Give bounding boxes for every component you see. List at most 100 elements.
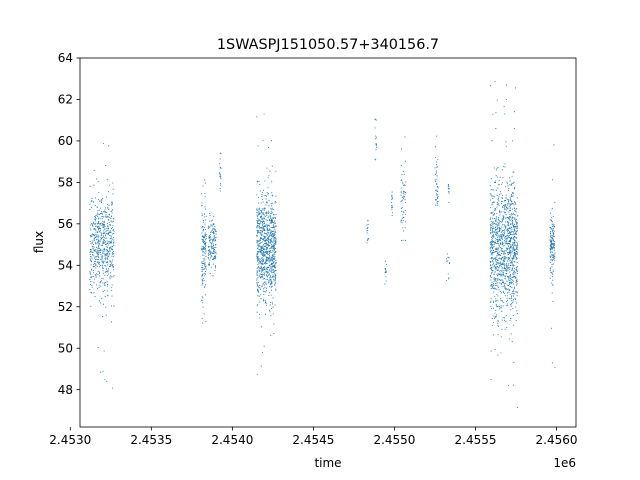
data-point bbox=[203, 240, 205, 242]
data-point bbox=[202, 273, 204, 275]
data-point bbox=[497, 279, 499, 281]
data-point bbox=[375, 135, 377, 137]
data-point bbox=[203, 280, 205, 282]
data-point bbox=[265, 291, 267, 293]
data-point bbox=[269, 257, 271, 259]
data-point bbox=[497, 202, 499, 204]
data-point bbox=[202, 219, 205, 221]
data-point bbox=[107, 244, 109, 246]
data-point bbox=[511, 230, 513, 233]
data-point bbox=[552, 257, 555, 259]
data-point bbox=[507, 260, 509, 262]
data-point bbox=[268, 220, 271, 222]
data-point bbox=[489, 302, 491, 304]
data-point bbox=[516, 252, 518, 254]
data-point bbox=[110, 275, 112, 277]
data-point bbox=[269, 216, 272, 218]
data-point bbox=[90, 206, 93, 208]
data-point bbox=[490, 247, 492, 249]
data-point bbox=[492, 260, 494, 262]
data-point bbox=[109, 231, 111, 234]
data-point bbox=[203, 275, 205, 277]
data-point bbox=[272, 236, 274, 238]
data-point bbox=[553, 244, 555, 246]
data-point bbox=[269, 234, 272, 236]
data-point bbox=[494, 229, 496, 231]
data-point bbox=[514, 293, 516, 295]
data-point bbox=[551, 266, 553, 268]
data-point bbox=[264, 262, 266, 265]
data-point bbox=[550, 234, 552, 236]
data-point bbox=[212, 219, 214, 221]
data-point bbox=[108, 208, 110, 211]
data-point bbox=[263, 113, 265, 115]
data-point bbox=[503, 263, 505, 265]
data-point bbox=[103, 239, 105, 241]
data-point bbox=[269, 215, 271, 217]
data-point bbox=[510, 212, 512, 214]
data-point bbox=[513, 248, 515, 250]
data-point bbox=[552, 234, 555, 236]
data-point bbox=[516, 253, 518, 256]
data-point bbox=[108, 265, 111, 268]
data-point bbox=[274, 285, 276, 287]
data-point bbox=[100, 218, 102, 220]
data-point bbox=[263, 232, 265, 234]
data-point bbox=[498, 267, 500, 269]
data-point bbox=[495, 217, 497, 219]
data-point bbox=[501, 247, 503, 250]
data-point bbox=[502, 317, 504, 319]
data-point bbox=[401, 196, 403, 199]
data-point bbox=[204, 223, 206, 225]
data-point bbox=[104, 237, 106, 239]
data-point bbox=[259, 228, 261, 230]
data-point bbox=[275, 170, 277, 172]
data-point bbox=[497, 235, 499, 237]
data-point bbox=[271, 272, 273, 274]
data-point bbox=[270, 208, 272, 210]
data-point bbox=[203, 262, 205, 264]
data-point bbox=[257, 232, 259, 234]
data-point bbox=[262, 245, 264, 247]
data-point bbox=[515, 245, 517, 247]
data-point bbox=[257, 240, 259, 242]
data-point bbox=[404, 184, 406, 186]
data-point bbox=[272, 230, 274, 232]
data-point bbox=[494, 260, 497, 262]
data-point bbox=[100, 254, 102, 256]
data-point bbox=[98, 243, 100, 245]
data-point bbox=[447, 278, 450, 280]
data-point bbox=[511, 258, 513, 260]
data-point bbox=[505, 320, 507, 322]
data-point bbox=[496, 243, 498, 245]
data-point bbox=[497, 219, 499, 221]
data-point bbox=[262, 268, 264, 270]
data-point bbox=[98, 217, 100, 219]
data-point bbox=[516, 225, 518, 227]
data-point bbox=[511, 201, 513, 203]
data-point bbox=[100, 236, 102, 238]
data-point bbox=[266, 211, 268, 213]
data-point bbox=[267, 210, 269, 212]
data-point bbox=[400, 187, 402, 189]
data-point bbox=[495, 231, 497, 233]
data-point bbox=[494, 217, 496, 219]
data-point bbox=[516, 407, 518, 409]
data-point bbox=[203, 235, 205, 238]
data-point bbox=[510, 259, 512, 261]
data-point bbox=[512, 203, 514, 205]
data-point bbox=[497, 197, 499, 199]
data-point bbox=[257, 285, 259, 287]
data-point bbox=[495, 266, 497, 268]
data-point bbox=[447, 187, 449, 189]
data-point bbox=[508, 338, 510, 340]
data-point bbox=[403, 191, 405, 193]
data-point bbox=[203, 252, 205, 254]
data-point bbox=[104, 211, 106, 213]
data-point bbox=[492, 113, 494, 115]
data-point bbox=[274, 233, 276, 235]
data-point bbox=[436, 175, 438, 177]
data-point bbox=[501, 238, 504, 240]
data-point bbox=[504, 256, 506, 258]
data-point bbox=[507, 235, 509, 237]
